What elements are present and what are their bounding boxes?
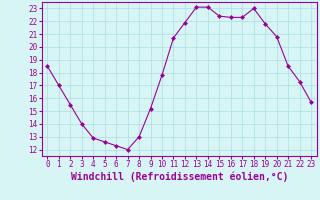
X-axis label: Windchill (Refroidissement éolien,°C): Windchill (Refroidissement éolien,°C) (70, 172, 288, 182)
